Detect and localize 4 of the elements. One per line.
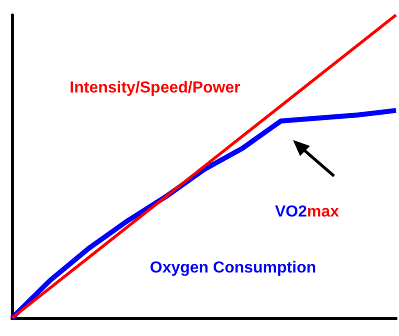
annotation: VO2 (275, 204, 308, 220)
text: Oxygen Consumption (150, 260, 316, 276)
annotation: max (307, 204, 340, 220)
text: Intensity/Speed/Power (70, 80, 240, 96)
